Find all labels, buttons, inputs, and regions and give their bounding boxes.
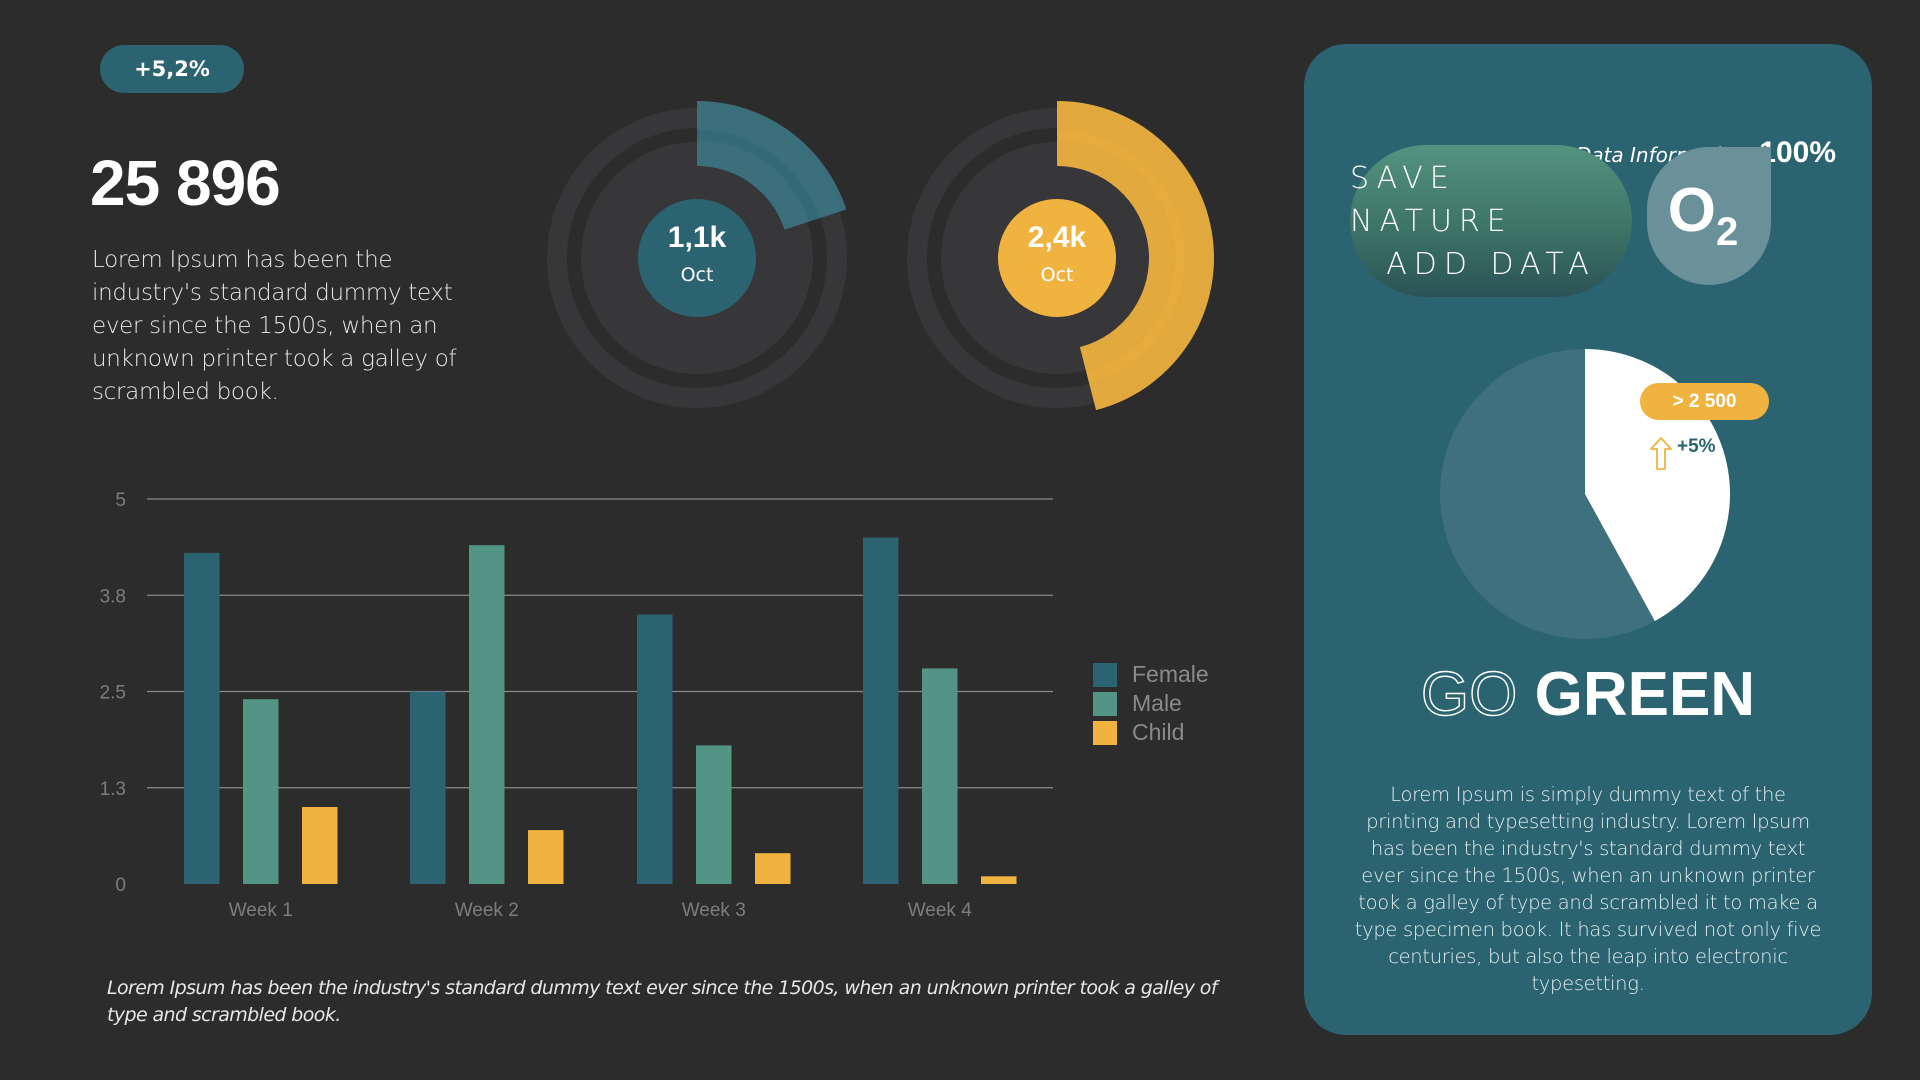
heading-light: GO xyxy=(1420,660,1518,729)
legend-label: Female xyxy=(1132,661,1209,687)
ring-gauge-1-label: Oct xyxy=(680,264,714,286)
ring-gauge-1-value: 1,1k xyxy=(667,221,727,254)
svg-text:Week 3: Week 3 xyxy=(682,900,746,921)
ring-gauge-2-label: Oct xyxy=(1040,264,1074,286)
ring-gauge-2: 2,4k Oct xyxy=(877,78,1237,438)
change-badge: +5,2% xyxy=(100,45,244,93)
o2-leaf-icon: O2 xyxy=(1647,147,1771,285)
panel-description: Lorem Ipsum is simply dummy text of the … xyxy=(1354,783,1822,995)
ring-gauge-1: 1,1k Oct xyxy=(517,78,877,438)
pill-line-1: SAVE NATURE xyxy=(1350,160,1513,239)
ring-gauge-2-graphic xyxy=(907,101,1215,411)
arrow-up-icon xyxy=(1650,437,1672,470)
pie-change-value: +5% xyxy=(1677,436,1716,457)
o2-subscript: 2 xyxy=(1715,210,1739,254)
legend-label: Male xyxy=(1132,690,1182,716)
svg-text:3.8: 3.8 xyxy=(100,586,126,607)
heading-bold: GREEN xyxy=(1534,660,1756,729)
chart-legend: Female Male Child xyxy=(1093,660,1209,747)
svg-text:Week 2: Week 2 xyxy=(455,900,519,921)
ring-gauge-1-graphic xyxy=(547,101,847,408)
svg-text:Week 1: Week 1 xyxy=(229,900,293,921)
ring-gauge-2-value: 2,4k xyxy=(1027,221,1087,254)
legend-item-male: Male xyxy=(1093,689,1209,718)
o2-symbol: O2 xyxy=(1668,180,1739,254)
bar-chart: 0 1.3 2.5 3.8 5 Week 1 Week 2 Week 3 Week 4 xyxy=(80,480,1330,940)
svg-text:0: 0 xyxy=(115,875,126,896)
change-badge-text: +5,2% xyxy=(134,57,210,81)
svg-text:1.3: 1.3 xyxy=(100,779,126,800)
chart-footnote: Lorem Ipsum has been the industry's stan… xyxy=(107,977,1218,1026)
pill-line-2: ADD DATA xyxy=(1386,246,1596,282)
bar-chart-plot: 0 1.3 2.5 3.8 5 Week 1 Week 2 Week 3 Week 4 xyxy=(100,490,1053,921)
data-information-value: 100% xyxy=(1759,136,1836,169)
save-nature-add-data-button[interactable]: SAVE NATURE ADD DATA xyxy=(1350,145,1632,297)
total-value: 25 896 xyxy=(90,147,281,219)
pie-value-badge: > 2 500 xyxy=(1640,383,1769,420)
pie-value-badge-text: > 2 500 xyxy=(1672,390,1737,412)
legend-swatch-child xyxy=(1093,720,1117,745)
o2-letter: O xyxy=(1667,176,1716,245)
legend-item-child: Child xyxy=(1093,718,1209,747)
svg-text:5: 5 xyxy=(115,490,126,511)
legend-label: Child xyxy=(1132,719,1185,745)
legend-item-female: Female xyxy=(1093,660,1209,689)
svg-text:2.5: 2.5 xyxy=(100,683,126,704)
legend-swatch-male xyxy=(1093,691,1117,716)
intro-description: Lorem Ipsum has been the industry's stan… xyxy=(92,247,457,405)
legend-swatch-female xyxy=(1093,662,1117,687)
svg-text:Week 4: Week 4 xyxy=(908,900,973,921)
go-green-panel: Data Information: 100% SAVE NATURE ADD D… xyxy=(1304,44,1872,1035)
go-green-heading: GO GREEN xyxy=(1304,663,1872,726)
